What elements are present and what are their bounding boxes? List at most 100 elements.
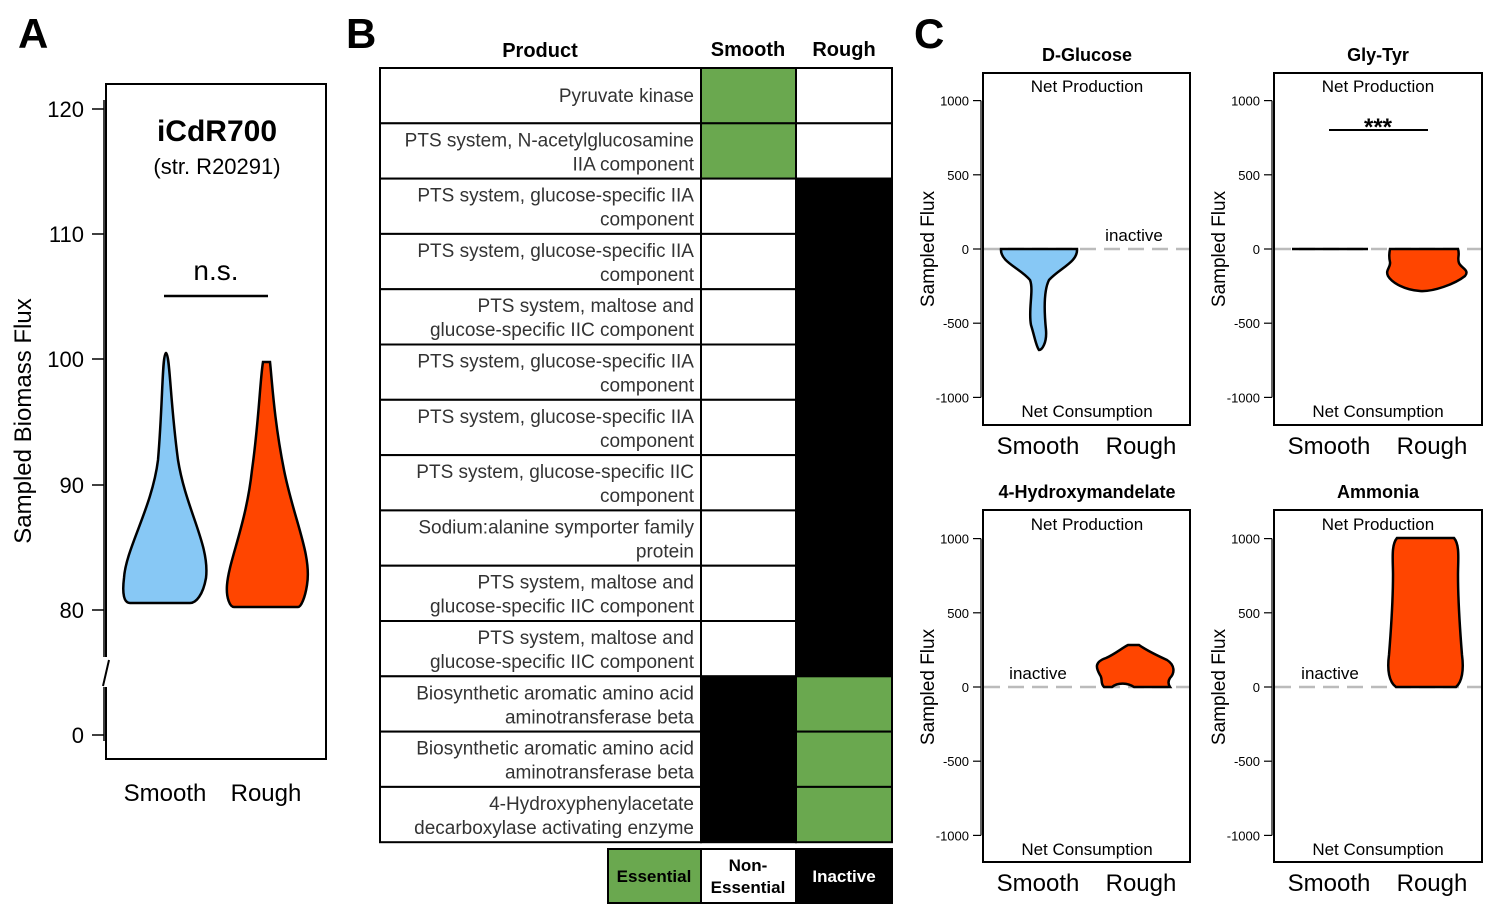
smooth-status-cell (700, 67, 797, 125)
rough-status-cell (795, 509, 893, 567)
y-axis-title: Sampled Flux (918, 190, 939, 307)
table-row: Biosynthetic aromatic amino acid aminotra… (379, 675, 893, 733)
product-name: aminotransferase beta (505, 707, 694, 728)
rough-status-cell (795, 288, 893, 346)
smooth-status-cell (700, 620, 797, 678)
table-row: PTS system, maltose and glucose-specific … (379, 288, 893, 346)
table-row: PTS system, N-acetylglucosamine IIA compo… (379, 122, 893, 180)
product-name: glucose-specific IIC component (430, 652, 695, 673)
header-smooth: Smooth (711, 39, 785, 61)
legend-nonessential-label: Non- (729, 856, 768, 875)
smooth-status-cell (700, 343, 797, 401)
y-tick-label: -500 (1234, 754, 1260, 769)
category-label-rough: Rough (1397, 433, 1468, 460)
y-tick-label: 1000 (1231, 532, 1260, 547)
product-name: Biosynthetic aromatic amino acid (416, 683, 694, 704)
smooth-status-cell (700, 564, 797, 623)
legend-essential-swatch (607, 848, 702, 904)
y-tick-label: 0 (962, 680, 969, 695)
violin-smooth (122, 351, 208, 605)
plot-title: Ammonia (1337, 482, 1420, 502)
y-tick-label: 0 (72, 723, 84, 748)
smooth-status-cell (700, 122, 797, 180)
panel-c-plot-d-glucose: D-Glucose 1000 500 0 -500 -1000 Sampled Flux… (918, 45, 1191, 460)
table-row: PTS system, glucose-specific IIA componen… (379, 398, 893, 457)
smooth-status-cell (700, 509, 797, 567)
panel-a-frame (105, 83, 327, 760)
y-tick-label: 500 (1238, 168, 1260, 183)
product-name: PTS system, glucose-specific IIA (417, 186, 694, 207)
smooth-status-cell (700, 232, 797, 291)
violin-rough (225, 360, 310, 609)
category-label-smooth: Smooth (1288, 870, 1371, 897)
violin-smooth (999, 247, 1079, 352)
table-row: Biosynthetic aromatic amino acid aminotra… (379, 730, 893, 788)
product-name: PTS system, N-acetylglucosamine (405, 130, 694, 151)
category-label-smooth: Smooth (1288, 433, 1371, 460)
header-rough: Rough (812, 39, 875, 61)
y-tick-label: -1000 (1227, 390, 1260, 405)
table-row: Pyruvate kinase (379, 67, 893, 125)
table-row: PTS system, glucose-specific IIA componen… (379, 232, 893, 291)
net-consumption-label: Net Consumption (1312, 402, 1443, 421)
category-label-rough: Rough (1106, 433, 1177, 460)
product-name: protein (636, 541, 694, 562)
smooth-status-cell (700, 454, 797, 512)
product-name: PTS system, glucose-specific IIC (416, 462, 694, 483)
rough-status-cell (795, 730, 893, 788)
product-cell (379, 398, 702, 457)
y-axis-ticks: 1000 500 0 -500 -1000 (936, 94, 982, 405)
rough-status-cell (795, 398, 893, 457)
product-cell (379, 343, 702, 401)
category-label-rough: Rough (1106, 870, 1177, 897)
table-row: PTS system, glucose-specific IIA componen… (379, 177, 893, 235)
plot-frame (1273, 72, 1483, 426)
product-name: decarboxylase activating enzyme (414, 818, 694, 839)
y-axis-title: Sampled Flux (1209, 628, 1230, 745)
legend: Essential Non- Essential Inactive (607, 848, 893, 904)
panel-c-plot-ammonia: Ammonia 1000 500 0 -500 -1000 Sampled Flux N… (1209, 482, 1483, 897)
legend-essential-label: Essential (617, 867, 692, 886)
product-cell (379, 620, 702, 678)
category-label-smooth: Smooth (997, 433, 1080, 460)
category-label-smooth: Smooth (124, 780, 207, 807)
category-label-smooth: Smooth (997, 870, 1080, 897)
y-axis-title: Sampled Flux (1209, 190, 1230, 307)
y-tick-label: 500 (1238, 606, 1260, 621)
rough-status-cell (795, 564, 893, 623)
panel-a-y-axis-title: Sampled Biomass Flux (10, 298, 37, 543)
y-tick-label: 120 (47, 97, 84, 122)
panel-a-subtitle: (str. R20291) (153, 154, 280, 179)
y-tick-label: 0 (1253, 242, 1260, 257)
y-tick-label: -1000 (1227, 828, 1260, 843)
y-tick-label: -500 (943, 316, 969, 331)
y-tick-label: 1000 (1231, 94, 1260, 109)
panel-letter-a: A (18, 10, 48, 57)
net-production-label: Net Production (1322, 77, 1434, 96)
product-name: PTS system, maltose and (478, 628, 694, 649)
product-name: Sodium:alanine symporter family (418, 517, 694, 538)
panel-a-title: iCdR700 (157, 115, 277, 148)
product-name: PTS system, maltose and (478, 573, 694, 594)
y-tick-label: 500 (947, 606, 969, 621)
y-tick-label: 0 (962, 242, 969, 257)
net-consumption-label: Net Consumption (1312, 840, 1443, 859)
net-consumption-label: Net Consumption (1021, 402, 1152, 421)
table-row: 4-Hydroxyphenylacetate decarboxylase acti… (379, 785, 893, 844)
smooth-status-cell (700, 730, 797, 788)
product-name: PTS system, glucose-specific IIA (417, 352, 694, 373)
product-name: Pyruvate kinase (559, 86, 694, 107)
legend-inactive-swatch (795, 848, 893, 904)
panel-a-y-ticks: 120 110 100 90 80 0 (47, 97, 104, 748)
product-name: component (600, 210, 695, 231)
y-axis-ticks: 1000 500 0 -500 -1000 (936, 532, 982, 843)
y-tick-label: 0 (1253, 680, 1260, 695)
legend-inactive-label: Inactive (812, 867, 875, 886)
panel-c-plot-4-hydroxymandelate: 4-Hydroxymandelate 1000 500 0 -500 -1000 Sam… (918, 482, 1191, 897)
rough-status-cell (795, 343, 893, 401)
product-cell (379, 454, 702, 512)
product-name: PTS system, glucose-specific IIA (417, 241, 694, 262)
plot-title: 4-Hydroxymandelate (998, 482, 1175, 502)
inactive-label-smooth: inactive (1301, 664, 1359, 683)
y-tick-label: -1000 (936, 390, 969, 405)
